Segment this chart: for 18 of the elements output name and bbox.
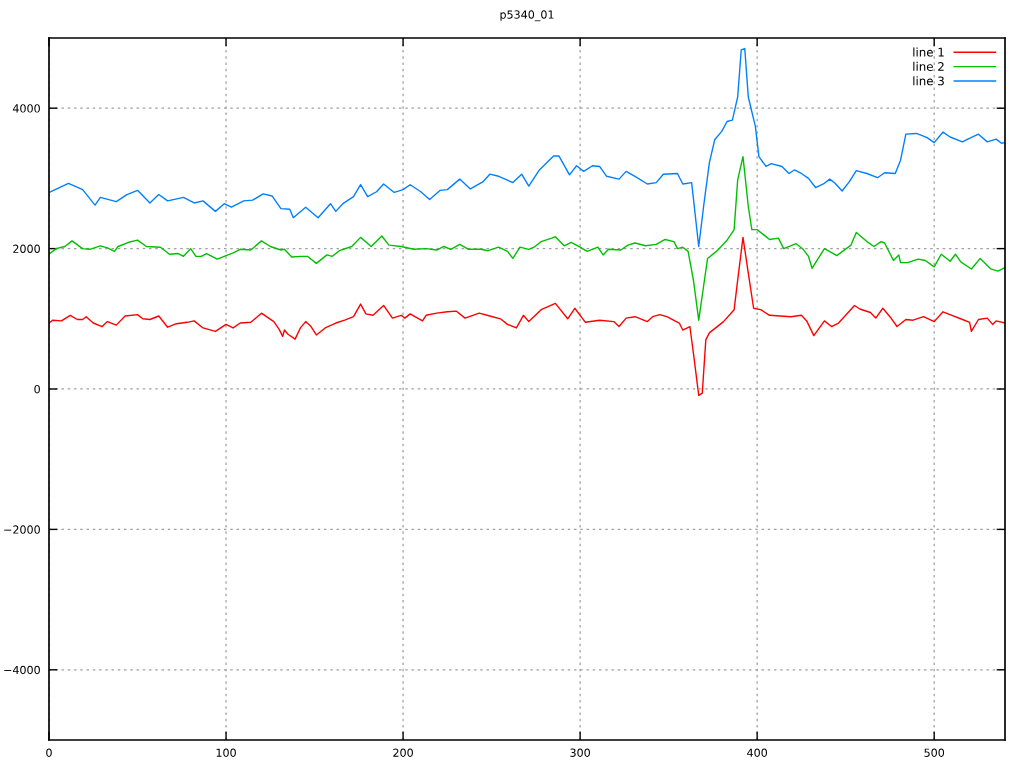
x-tick-label: 0 — [46, 748, 52, 757]
x-tick-label: 400 — [747, 748, 768, 757]
y-tick-label: 4000 — [12, 104, 40, 113]
x-tick-label: 200 — [393, 748, 413, 757]
line-series — [49, 155, 1005, 321]
line-series — [49, 236, 1005, 397]
legend-label: line 3 — [913, 76, 944, 86]
legend-label: line 2 — [913, 61, 944, 71]
x-tick-label: 500 — [924, 748, 945, 757]
line-series — [49, 47, 1005, 248]
chart-title: p5340_01 — [500, 10, 554, 22]
legend-label: line 1 — [913, 47, 944, 57]
x-tick-label: 300 — [570, 748, 590, 757]
y-tick-label: −2000 — [4, 525, 40, 534]
y-tick-label: −4000 — [4, 665, 40, 675]
x-tick-label: 100 — [216, 748, 236, 757]
y-tick-label: 2000 — [13, 244, 40, 253]
y-tick-label: 0 — [34, 384, 40, 394]
